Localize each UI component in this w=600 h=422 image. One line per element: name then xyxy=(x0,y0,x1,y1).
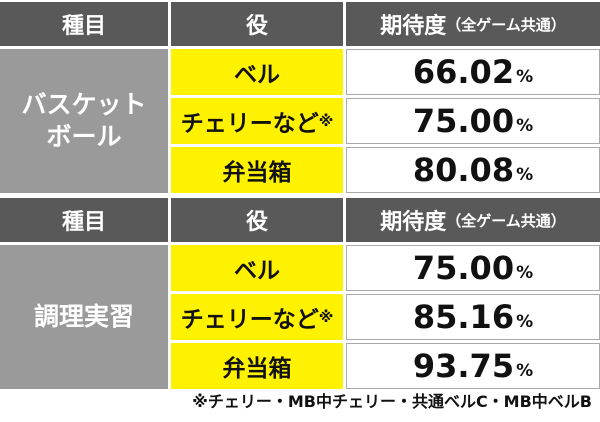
role-text: チェリーなど xyxy=(180,307,319,333)
note-mark: ※ xyxy=(318,308,334,326)
value-text: 66.02 xyxy=(412,53,515,91)
table: 種目役期待度 （全ゲーム共通） 調理実習 ベル 75.00% チェリーなど ※ 85.16% 弁… xyxy=(0,198,600,389)
value-cell: 66.02% xyxy=(346,49,600,95)
value-text: 85.16 xyxy=(412,298,515,336)
value-cell: 93.75% xyxy=(346,343,600,389)
value-unit: % xyxy=(516,165,534,185)
header-subtext: （全ゲーム共通） xyxy=(446,15,566,34)
value-cell: 80.08% xyxy=(346,147,600,193)
header-text: 期待度 xyxy=(380,14,447,39)
value-unit: % xyxy=(516,312,534,332)
value-text: 80.08 xyxy=(412,151,515,189)
value-text: 93.75 xyxy=(412,347,515,385)
role-cell: チェリーなど ※ xyxy=(171,294,343,340)
header-cell: 種目 xyxy=(0,2,168,46)
value-unit: % xyxy=(516,263,534,283)
role-text: チェリーなど xyxy=(180,111,319,137)
header-text: 期待度 xyxy=(380,210,447,235)
value-unit: % xyxy=(516,67,534,87)
value-text: 75.00 xyxy=(412,102,515,140)
value-cell: 85.16% xyxy=(346,294,600,340)
category-line: 調理実習 xyxy=(33,301,134,331)
header-cell: 期待度 （全ゲーム共通） xyxy=(346,2,600,46)
header-cell: 役 xyxy=(171,2,343,46)
header-cell: 種目 xyxy=(0,198,168,242)
header-cell: 役 xyxy=(171,198,343,242)
value-cell: 75.00% xyxy=(346,245,600,291)
value-text: 75.00 xyxy=(412,249,515,287)
header-subtext: （全ゲーム共通） xyxy=(446,211,566,230)
category-line: ボール xyxy=(46,122,122,151)
value-unit: % xyxy=(516,361,534,381)
category-line: バスケット xyxy=(21,89,147,119)
role-cell: ベル xyxy=(171,49,343,95)
category-cell: 調理実習 xyxy=(0,245,168,389)
note-mark: ※ xyxy=(318,112,334,130)
role-text: ベル xyxy=(234,258,280,284)
table: 種目役期待度 （全ゲーム共通） バスケット ボール ベル 66.02% チェリーなど ※ 75.… xyxy=(0,2,600,193)
role-cell: チェリーなど ※ xyxy=(171,98,343,144)
category-cell: バスケット ボール xyxy=(0,49,168,193)
role-cell: ベル xyxy=(171,245,343,291)
value-cell: 75.00% xyxy=(346,98,600,144)
role-text: ベル xyxy=(234,62,280,88)
value-unit: % xyxy=(516,116,534,136)
header-cell: 期待度 （全ゲーム共通） xyxy=(346,198,600,242)
role-cell: 弁当箱 xyxy=(171,147,343,193)
role-cell: 弁当箱 xyxy=(171,343,343,389)
role-text: 弁当箱 xyxy=(222,160,292,186)
role-text: 弁当箱 xyxy=(222,356,292,382)
footnote: ※チェリー・MB中チェリー・共通ベルC・MB中ベルB xyxy=(192,392,592,411)
